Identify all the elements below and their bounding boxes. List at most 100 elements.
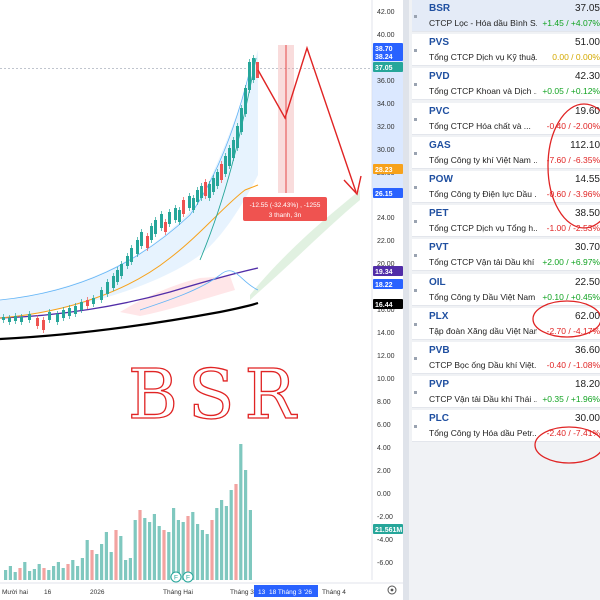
price-tag-bg	[373, 164, 403, 174]
row-marker	[414, 288, 417, 292]
ticker-price: 38.50	[574, 208, 600, 220]
y-tick-label: 14.00	[377, 330, 395, 337]
candle	[120, 264, 123, 276]
volume-bar	[37, 564, 41, 580]
price-change: -2.40 / -7.41%	[546, 428, 600, 439]
candle	[140, 232, 143, 246]
y-tick-label: 32.00	[377, 124, 395, 131]
y-tick-label: 8.00	[377, 399, 391, 406]
price-tag-label: 19.34	[375, 269, 393, 276]
candle	[126, 256, 129, 266]
watchlist-row-plc[interactable]: PLC 30.00 Tổng Công ty Hóa dầu Petr... -2.4…	[412, 410, 600, 443]
time-axis-label: Tháng 4	[322, 589, 346, 596]
candle	[178, 210, 181, 222]
ticker-symbol: POW	[429, 174, 453, 185]
watchlist-row-pet[interactable]: PET 38.50 Tổng CTCP Dịch vụ Tổng h... -1.00…	[412, 205, 600, 238]
price-change: -0.40 / -2.00%	[546, 120, 600, 131]
candle	[28, 314, 31, 320]
volume-bar	[114, 530, 118, 580]
watchlist-row-oil[interactable]: OIL 22.50 Tổng Công ty Dầu Việt Nam ... +0.…	[412, 273, 600, 306]
candle	[182, 200, 185, 214]
event-marker-label: F	[174, 575, 178, 582]
watchlist-row-pow[interactable]: POW 14.55 Tổng Công ty Điện lực Dầu ... -0.…	[412, 171, 600, 203]
row-marker	[414, 391, 417, 395]
candle	[136, 240, 139, 254]
volume-bar	[210, 520, 214, 580]
candle	[146, 236, 149, 248]
volume-bar	[28, 571, 32, 580]
company-name: Tổng Công ty khí Việt Nam ...	[429, 154, 537, 165]
ticker-symbol: PLX	[429, 310, 449, 322]
ticker-symbol: PVS	[429, 37, 450, 49]
ticker-price: 42.30	[574, 71, 600, 83]
time-axis-label: 16	[44, 589, 52, 596]
y-tick-label: 36.00	[377, 78, 395, 85]
company-name: Tổng Công ty Dầu Việt Nam ...	[429, 291, 537, 302]
price-change: -7.60 / -6.35%	[546, 154, 600, 165]
candle	[188, 196, 191, 208]
volume-bar	[18, 568, 22, 580]
candle	[92, 298, 95, 304]
watchlist-row-bsr[interactable]: BSR 37.05 CTCP Lọc - Hóa dầu Bình S... +1.4…	[412, 0, 600, 32]
candle	[248, 62, 251, 90]
row-marker	[414, 83, 417, 87]
volume-bar	[143, 518, 147, 580]
watchlist-row-pvd[interactable]: PVD 42.30 Tổng CTCP Khoan và Dịch ... +0.05…	[412, 68, 600, 101]
candle	[56, 314, 59, 322]
volume-bar	[215, 508, 219, 580]
volume-bar	[124, 560, 128, 580]
candle	[256, 62, 259, 78]
time-axis-label: Mười hai	[2, 589, 28, 596]
candle	[86, 300, 89, 306]
watchlist-row-pvb[interactable]: PVB 36.60 CTCP Bọc ống Dầu khí Việt... -0.4…	[412, 342, 600, 374]
volume-bar	[224, 506, 228, 580]
ticker-symbol: BSR	[429, 3, 451, 14]
ticker-price: 51.00	[574, 37, 600, 49]
ticker-symbol: PVP	[429, 379, 450, 391]
measure-label-line2: 3 thanh, 3n	[269, 212, 302, 219]
watchlist-row-pvs[interactable]: PVS 51.00 Tổng CTCP Dịch vụ Kỹ thuậ... 0.00…	[412, 34, 600, 67]
volume-bar	[205, 534, 209, 580]
volume-bar	[52, 566, 56, 580]
time-axis-label: 2026	[90, 589, 105, 596]
company-name: Tổng CTCP Vận tải Dầu khí	[429, 257, 535, 268]
ticker-symbol: PET	[429, 208, 449, 220]
watchlist-row-gas[interactable]: GAS 112.10 Tổng Công ty khí Việt Nam ... -7…	[412, 136, 600, 169]
ticker-price: 36.60	[574, 345, 600, 356]
volume-bar	[42, 568, 46, 580]
candle	[74, 306, 77, 314]
watchlist-row-pvt[interactable]: PVT 30.70 Tổng CTCP Vận tải Dầu khí +2.00 /…	[412, 239, 600, 272]
volume-bar	[47, 570, 51, 580]
ichimoku-cloud-red	[120, 276, 235, 316]
watchlist-row-plx[interactable]: PLX 62.00 Tập đoàn Xăng dầu Việt Nam -2.70 …	[412, 307, 600, 340]
volume-bar	[167, 532, 171, 580]
candle	[2, 317, 5, 320]
candle	[112, 276, 115, 288]
event-marker-icon	[182, 571, 194, 583]
panel-divider[interactable]	[403, 0, 409, 600]
row-marker	[414, 254, 417, 258]
candle	[164, 222, 167, 232]
watchlist-row-pvp[interactable]: PVP 18.20 CTCP Vận tải Dầu khí Thái ... +0.…	[412, 376, 600, 409]
y-tick-label: 0.00	[377, 491, 391, 498]
chart-canvas[interactable]: -12.55 (-32.43%) , -1255 3 thanh, 3n BSR 4…	[0, 0, 403, 600]
volume-bar	[229, 490, 233, 580]
candle	[100, 290, 103, 300]
candle	[244, 88, 247, 114]
price-tag-bg	[373, 51, 403, 61]
row-marker	[414, 220, 417, 224]
watchlist-row-pvc[interactable]: PVC 19.60 Tổng CTCP Hóa chất và ... -0.40 /…	[412, 102, 600, 135]
company-name: Tổng CTCP Dịch vụ Tổng h...	[429, 223, 537, 234]
handwritten-bsr-text: BSR	[128, 356, 306, 435]
y-tick-label: -6.00	[377, 560, 393, 567]
volume-bar	[244, 470, 248, 580]
price-tag-bg	[373, 524, 403, 534]
candle	[208, 184, 211, 198]
volume-bar	[76, 566, 80, 580]
price-change: +0.35 / +1.96%	[542, 394, 600, 405]
volume-bar	[172, 508, 176, 580]
ticker-price: 30.00	[574, 413, 600, 425]
row-marker	[414, 117, 417, 121]
y-tick-label: 4.00	[377, 445, 391, 452]
price-chart-panel[interactable]: -12.55 (-32.43%) , -1255 3 thanh, 3n BSR 4…	[0, 0, 403, 600]
